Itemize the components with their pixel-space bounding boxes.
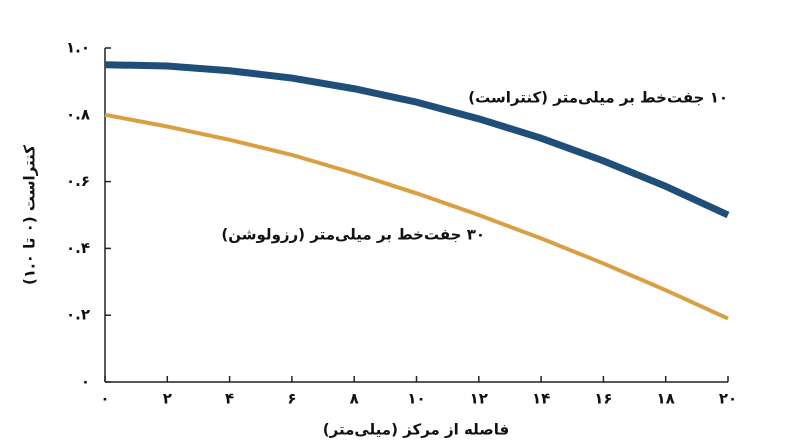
series-label: ۳۰ جفت‌خط بر میلی‌متر (رزولوشن)	[221, 226, 485, 244]
x-tick-label: ۰	[100, 390, 109, 408]
x-tick-label: ۱۶	[594, 390, 612, 408]
y-tick-label: ۱.۰	[66, 39, 90, 57]
x-tick-label: ۱۲	[470, 390, 488, 408]
line	[104, 61, 730, 219]
x-tick-label: ۸	[350, 390, 359, 408]
series-label: ۱۰ جفت‌خط بر میلی‌متر (کنتراست)	[468, 89, 728, 107]
x-tick-label: ۱۰	[407, 390, 425, 408]
x-tick-label: ۱۸	[657, 390, 675, 408]
y-axis-title: کنتراست (۰ تا ۱.۰)	[21, 145, 39, 285]
y-tick-label: ۰.۸	[66, 105, 90, 123]
y-tick-label: ۰.۲	[66, 306, 90, 324]
x-tick-label: ۶	[287, 390, 296, 408]
y-tick-label: ۰.۶	[66, 172, 90, 190]
x-tick-label: ۴	[225, 390, 234, 408]
y-tick-label: ۰	[81, 373, 90, 391]
x-tick-label: ۱۴	[532, 390, 550, 408]
line	[104, 112, 729, 321]
x-axis-title: فاصله از مرکز (میلی‌متر)	[323, 421, 509, 439]
x-tick-label: ۲	[163, 390, 172, 408]
y-tick-label: ۰.۴	[66, 239, 90, 257]
x-tick-label: ۲۰	[719, 390, 737, 408]
